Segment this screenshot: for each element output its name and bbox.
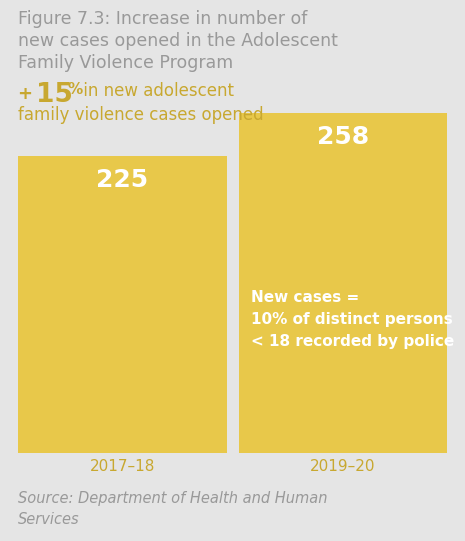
Text: +: + — [18, 85, 37, 103]
Text: %: % — [67, 82, 82, 97]
Text: 225: 225 — [96, 168, 148, 193]
Text: New cases =
10% of distinct persons
< 18 recorded by police: New cases = 10% of distinct persons < 18… — [251, 290, 454, 349]
Text: Source: Department of Health and Human
Services: Source: Department of Health and Human S… — [18, 491, 327, 527]
Text: new cases opened in the Adolescent: new cases opened in the Adolescent — [18, 32, 338, 50]
Text: 2017–18: 2017–18 — [90, 459, 155, 474]
Text: 258: 258 — [317, 125, 369, 149]
FancyBboxPatch shape — [18, 156, 226, 453]
Text: in new adolescent: in new adolescent — [78, 82, 234, 100]
FancyBboxPatch shape — [239, 113, 447, 453]
Text: 2019–20: 2019–20 — [310, 459, 376, 474]
Text: 15: 15 — [36, 82, 73, 108]
Text: family violence cases opened: family violence cases opened — [18, 106, 264, 124]
Text: Figure 7.3: Increase in number of: Figure 7.3: Increase in number of — [18, 10, 307, 28]
Text: Family Violence Program: Family Violence Program — [18, 54, 233, 72]
